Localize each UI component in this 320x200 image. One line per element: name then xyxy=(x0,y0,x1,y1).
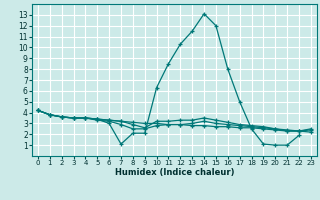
X-axis label: Humidex (Indice chaleur): Humidex (Indice chaleur) xyxy=(115,168,234,177)
